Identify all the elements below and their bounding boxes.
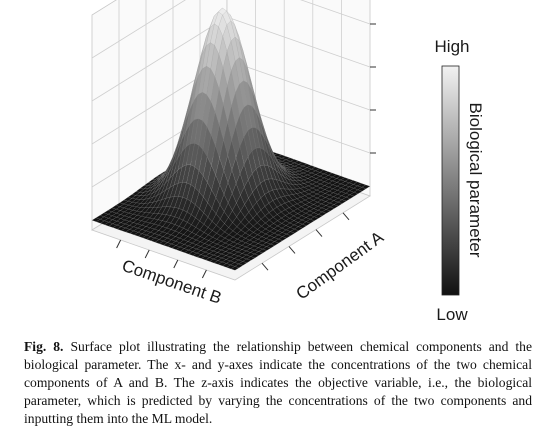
axis-ticks — [116, 23, 376, 279]
x-tick — [288, 246, 296, 254]
gridline — [226, 59, 371, 111]
x-axis-label: Component A — [293, 227, 388, 303]
figure-number: Fig. 8. — [24, 339, 64, 354]
surface-plot: Component A Component B High Low Biologi… — [91, 0, 485, 324]
gridline — [226, 16, 371, 68]
x-tick — [261, 262, 269, 271]
y-tick — [144, 249, 150, 259]
y-tick — [116, 239, 122, 249]
colorbar-title: Biological parameter — [466, 103, 485, 258]
surface-cell — [230, 266, 240, 271]
surface-mesh — [91, 7, 371, 271]
gridline — [91, 16, 228, 102]
x-tick — [315, 229, 323, 237]
gridline — [300, 0, 371, 25]
caption-text: Surface plot illustrating the relationsh… — [24, 339, 532, 426]
colorbar — [441, 65, 460, 296]
colorbar-high-label: High — [435, 37, 470, 56]
y-tick — [173, 259, 179, 269]
x-tick — [342, 212, 350, 221]
gridline — [91, 0, 186, 59]
colorbar-low-label: Low — [436, 305, 468, 324]
y-tick — [201, 269, 207, 279]
figure-caption: Fig. 8. Surface plot illustrating the re… — [24, 338, 532, 428]
